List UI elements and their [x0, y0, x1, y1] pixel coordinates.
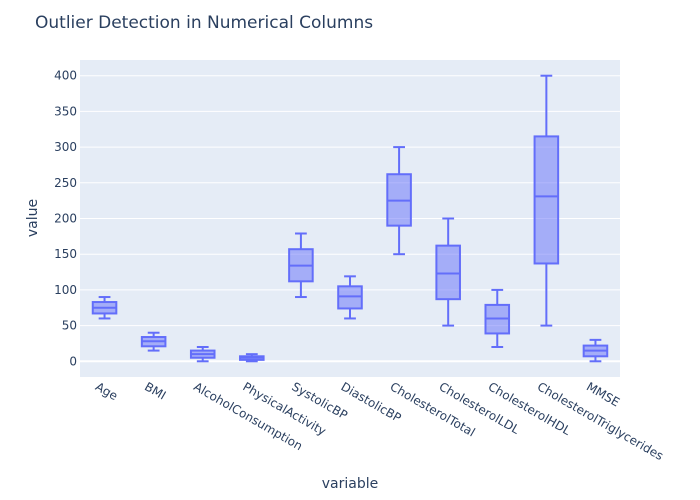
x-tick-label: Age	[93, 379, 120, 403]
x-tick-label: MMSE	[584, 379, 622, 409]
box-MMSE	[582, 338, 609, 363]
box-BMI	[140, 331, 167, 352]
y-tick-label: 150	[54, 247, 77, 261]
box-CholesterolHDL	[484, 288, 511, 349]
box-CholesterolLDL	[435, 217, 461, 327]
y-axis-title: value	[25, 199, 41, 237]
y-tick-label: 200	[54, 212, 77, 226]
box-CholesterolTotal	[386, 146, 412, 256]
boxes-layer	[91, 74, 609, 363]
box-AlcoholConsumption	[189, 346, 216, 363]
box-Age	[91, 296, 118, 320]
y-tick-label: 100	[54, 283, 77, 297]
box-iqr	[337, 285, 363, 310]
x-tick-label: CholesterolTotal	[388, 379, 478, 439]
box-PhysicalActivity	[239, 353, 265, 363]
x-tick-label: BMI	[142, 379, 168, 402]
y-tick-label: 250	[54, 176, 77, 190]
box-DiastolicBP	[337, 275, 363, 320]
box-iqr	[435, 244, 461, 301]
y-tick-label: 350	[54, 104, 77, 118]
x-axis-ticks: Age BMI AlcoholConsumptionPhysicalActivity…	[93, 379, 666, 463]
box-SystolicBP	[288, 232, 314, 299]
y-axis-ticks: 0 50 100 150 200 250 300 350 400	[54, 69, 77, 369]
y-tick-label: 300	[54, 140, 77, 154]
box-iqr	[533, 135, 560, 265]
y-tick-label: 0	[69, 354, 77, 368]
gridlines	[80, 75, 620, 363]
chart-title: Outlier Detection in Numerical Columns	[35, 13, 374, 33]
y-tick-label: 400	[54, 69, 77, 83]
box-CholesterolTriglycerides	[533, 74, 560, 327]
x-axis-title: variable	[322, 476, 378, 492]
y-tick-label: 50	[62, 319, 77, 333]
x-tick-label: CholesterolHDL	[486, 379, 574, 438]
